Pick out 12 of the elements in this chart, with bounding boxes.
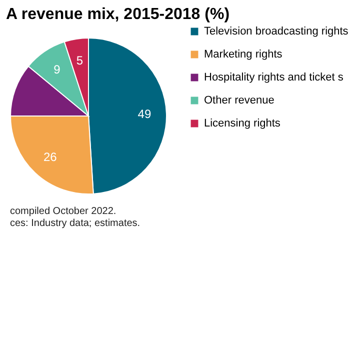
- legend-label: Hospitality rights and ticket s: [204, 72, 344, 84]
- legend-label: Marketing rights: [204, 48, 283, 60]
- data-label: 26: [43, 150, 58, 164]
- legend-label: Other revenue: [204, 94, 274, 106]
- data-label: 9: [54, 62, 61, 77]
- legend-label: Television broadcasting rights: [204, 26, 349, 38]
- legend-label: Licensing rights: [204, 118, 281, 130]
- text: compiled October 2022.: [10, 206, 118, 218]
- data-label: 49: [138, 107, 152, 122]
- chart-title: A revenue mix, 2015-2018 (%): [6, 6, 230, 23]
- text: ces: Industry data; estimates.: [10, 218, 142, 230]
- data-label: 5: [76, 54, 84, 68]
